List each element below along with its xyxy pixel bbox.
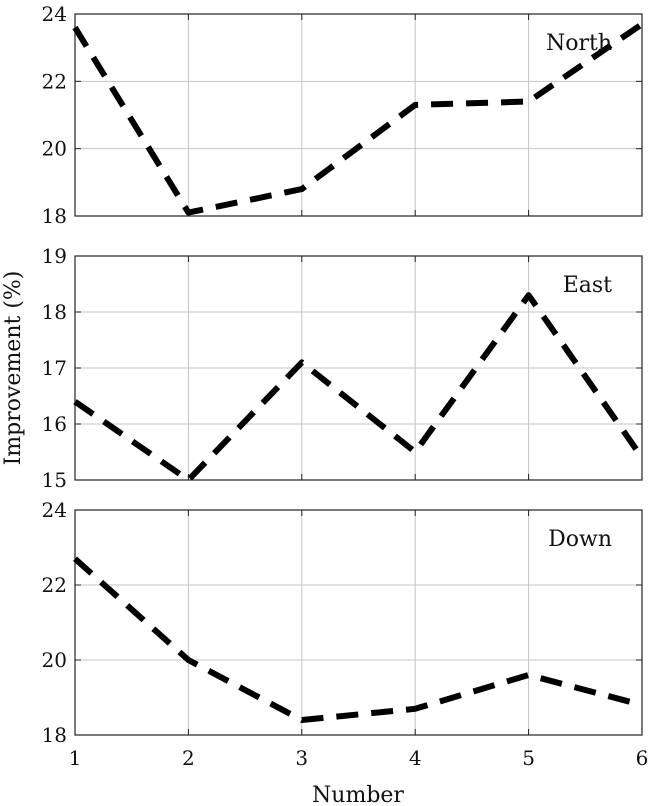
y-tick-label-north-22: 22 xyxy=(42,69,67,93)
y-tick-label-down-24: 24 xyxy=(42,498,67,522)
plot-frame-down xyxy=(74,509,643,736)
y-tick-label-north-20: 20 xyxy=(42,137,67,161)
x-tick-label-1: 1 xyxy=(69,746,82,770)
panel-label-down: Down xyxy=(548,527,612,552)
y-tick-label-north-24: 24 xyxy=(42,2,67,26)
x-axis-title: Number xyxy=(312,783,404,806)
series-line-down xyxy=(73,556,643,723)
y-tick-label-down-20: 20 xyxy=(42,648,67,672)
panel-label-east: East xyxy=(563,273,612,298)
y-tick-label-down-22: 22 xyxy=(42,573,67,597)
panel-label-north: North xyxy=(546,31,612,56)
y-tick-label-east-15: 15 xyxy=(42,468,67,492)
x-tick-label-2: 2 xyxy=(182,746,195,770)
x-tick-label-5: 5 xyxy=(522,746,535,770)
x-tick-label-3: 3 xyxy=(295,746,308,770)
y-tick-label-east-19: 19 xyxy=(42,244,67,268)
y-tick-label-north-18: 18 xyxy=(42,204,67,228)
y-tick-label-east-17: 17 xyxy=(42,356,67,380)
x-tick-label-6: 6 xyxy=(636,746,649,770)
panel-down: 18 20 22 24 Down 1 2 3 4 5 6 xyxy=(42,498,649,770)
series-line-north xyxy=(72,21,644,216)
series-line-east xyxy=(73,292,645,483)
plot-frame-east xyxy=(74,255,643,481)
panel-east: 15 16 17 18 19 East xyxy=(42,244,645,492)
plot-frame-north xyxy=(74,13,643,217)
panel-north: 18 20 22 24 North xyxy=(42,2,644,228)
y-tick-label-east-16: 16 xyxy=(42,412,67,436)
x-tick-label-4: 4 xyxy=(409,746,422,770)
panels: 18202224North1516171819East18202224Down1… xyxy=(42,2,649,770)
y-axis-title: Improvement (%) xyxy=(1,271,26,466)
y-tick-label-down-18: 18 xyxy=(42,723,67,747)
y-tick-label-east-18: 18 xyxy=(42,300,67,324)
